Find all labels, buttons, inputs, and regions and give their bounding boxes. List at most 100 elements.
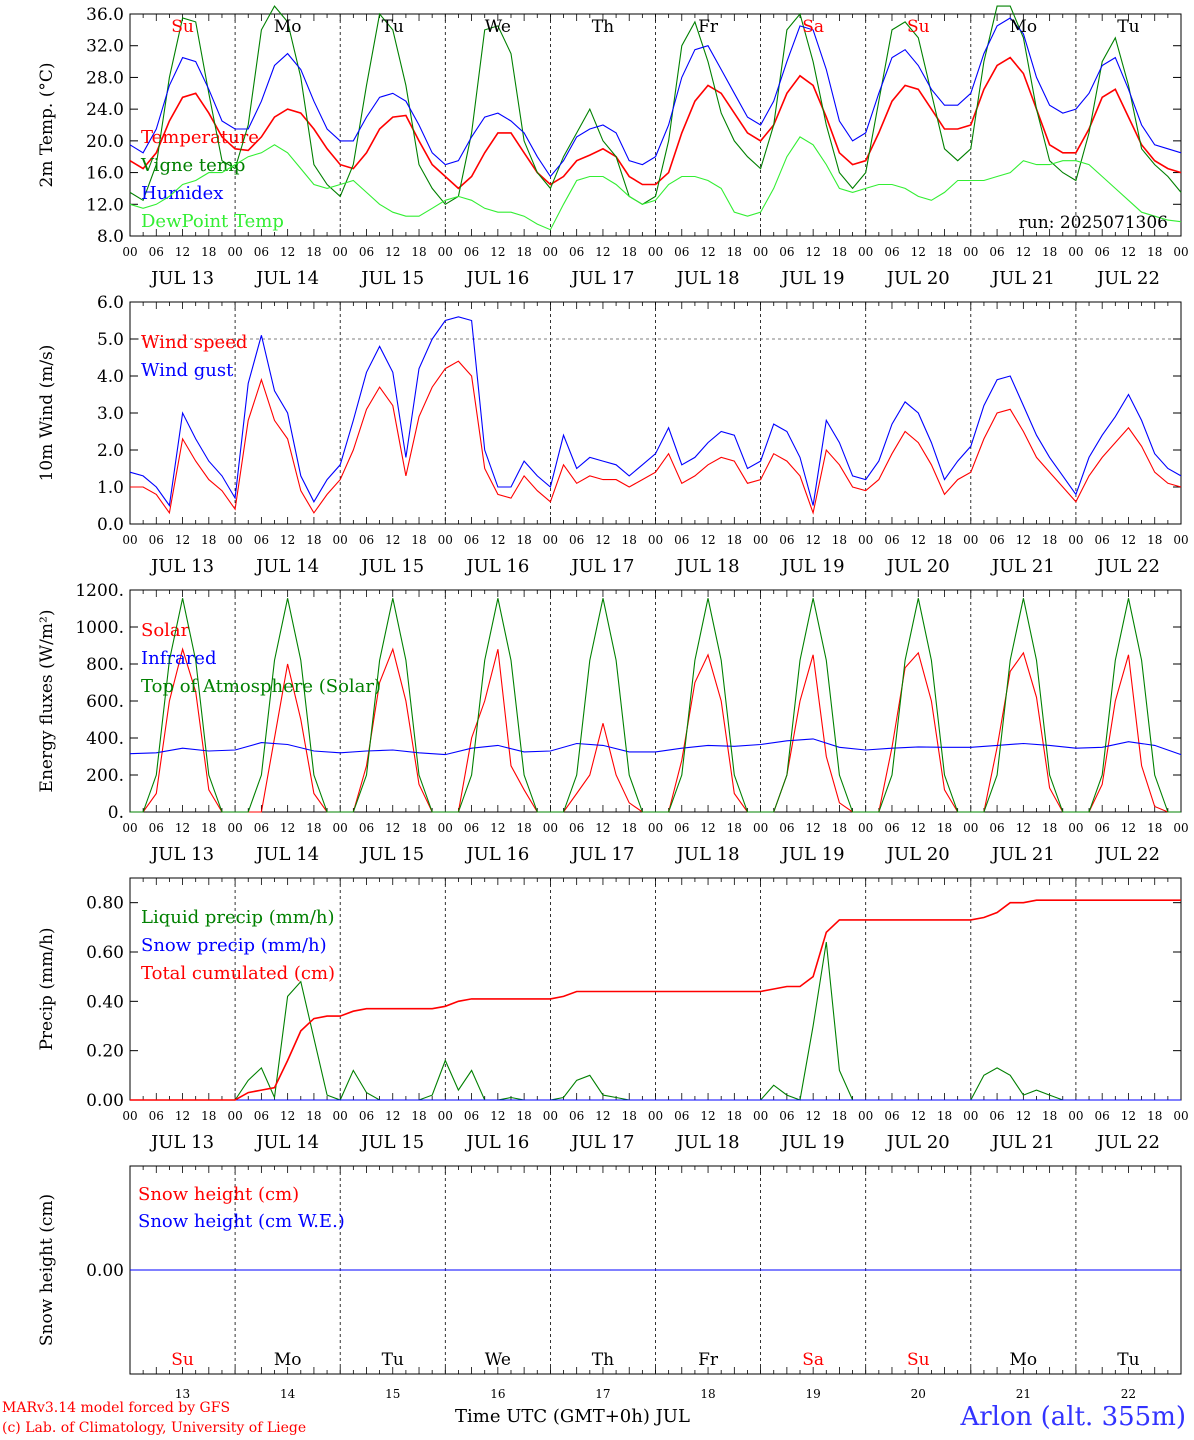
weekday-label: Mo: [274, 1350, 302, 1370]
y-axis-label: Snow height (cm): [37, 1194, 57, 1346]
hour-tick-label: 06: [149, 245, 164, 259]
date-label: JUL 17: [569, 556, 634, 577]
weekday-label: Th: [592, 1350, 614, 1370]
hour-tick-label: 00: [648, 245, 663, 259]
legend-entry: Total cumulated (cm): [141, 963, 335, 984]
day-number-label: 20: [911, 1387, 926, 1401]
hour-tick-label: 12: [806, 245, 821, 259]
series-line-1: [130, 942, 1181, 1101]
date-label: JUL 18: [675, 556, 740, 577]
legend-entry: Wind speed: [141, 332, 247, 353]
hour-tick-label: 06: [464, 533, 479, 547]
hour-tick-label: 06: [254, 533, 269, 547]
hour-tick-label: 00: [1173, 245, 1188, 259]
date-label: JUL 22: [1095, 844, 1160, 865]
hour-tick-label: 18: [306, 1109, 321, 1123]
hour-tick-label: 06: [149, 821, 164, 835]
date-label: JUL 21: [990, 1132, 1055, 1153]
day-number-label: 13: [175, 1387, 190, 1401]
hour-tick-label: 06: [674, 821, 689, 835]
hour-tick-label: 00: [227, 821, 242, 835]
y-tick-label: 200.: [86, 766, 124, 786]
hour-tick-label: 18: [937, 533, 952, 547]
hour-tick-label: 06: [149, 1109, 164, 1123]
hour-tick-label: 18: [306, 821, 321, 835]
weekday-label: Sa: [802, 17, 824, 37]
date-label: JUL 13: [149, 844, 214, 865]
hour-tick-label: 06: [359, 533, 374, 547]
y-tick-label: 8.0: [97, 227, 124, 247]
weekday-label: Su: [171, 1350, 194, 1370]
hour-tick-label: 18: [411, 245, 426, 259]
hour-tick-label: 12: [385, 533, 400, 547]
hour-tick-label: 06: [359, 1109, 374, 1123]
hour-tick-label: 12: [1016, 821, 1031, 835]
hour-tick-label: 06: [464, 1109, 479, 1123]
hour-tick-label: 18: [937, 1109, 952, 1123]
hour-tick-label: 00: [333, 821, 348, 835]
hour-tick-label: 18: [727, 821, 742, 835]
hour-tick-label: 06: [359, 245, 374, 259]
weekday-label: Mo: [274, 17, 302, 37]
date-label: JUL 16: [464, 556, 529, 577]
date-label: JUL 17: [569, 844, 634, 865]
hour-tick-label: 18: [622, 1109, 637, 1123]
date-label: JUL 16: [464, 268, 529, 289]
y-axis-label: Precip (mm/h): [37, 927, 57, 1050]
series-line-3: [129, 17, 1182, 178]
hour-tick-label: 06: [779, 821, 794, 835]
hour-tick-label: 06: [674, 533, 689, 547]
hour-tick-label: 12: [1016, 245, 1031, 259]
series-line-4: [129, 136, 1182, 231]
y-tick-label: 1000.: [75, 618, 124, 638]
date-label: JUL 14: [254, 1132, 319, 1153]
hour-tick-label: 00: [543, 533, 558, 547]
hour-tick-label: 00: [753, 245, 768, 259]
date-label: JUL 13: [149, 1132, 214, 1153]
hour-tick-label: 12: [490, 1109, 505, 1123]
hour-tick-label: 00: [543, 821, 558, 835]
weekday-label: Su: [907, 17, 930, 37]
date-label: JUL 19: [780, 268, 845, 289]
hour-tick-label: 06: [779, 533, 794, 547]
day-number-label: 22: [1121, 1387, 1136, 1401]
hour-tick-label: 18: [516, 821, 531, 835]
date-label: JUL 22: [1095, 268, 1160, 289]
hour-tick-label: 12: [1121, 821, 1136, 835]
hour-tick-label: 18: [1147, 1109, 1162, 1123]
y-tick-label: 2.0: [97, 441, 124, 461]
hour-tick-label: 00: [438, 821, 453, 835]
hour-tick-label: 06: [569, 245, 584, 259]
y-tick-label: 28.0: [86, 68, 124, 88]
hour-tick-label: 00: [648, 821, 663, 835]
series-line-1: [130, 360, 1182, 515]
y-tick-label: 3.0: [97, 404, 124, 424]
y-tick-label: 0.00: [86, 1261, 124, 1281]
hour-tick-label: 18: [201, 821, 216, 835]
day-number-label: 21: [1016, 1387, 1031, 1401]
hour-tick-label: 18: [937, 821, 952, 835]
date-label: JUL 20: [885, 844, 950, 865]
y-tick-label: 800.: [86, 655, 124, 675]
legend-entry: Snow height (cm): [138, 1184, 299, 1205]
hour-tick-label: 00: [438, 1109, 453, 1123]
chart-panel-5: 0.00 Snow height (cm) Snow height (cm) Snow…: [37, 1165, 1182, 1401]
x-axis-title: Time UTC (GMT+0h) JUL: [455, 1406, 690, 1427]
legend-entry: Vigne temp: [140, 155, 245, 176]
series-line-2: [129, 316, 1182, 507]
hour-tick-label: 06: [884, 245, 899, 259]
hour-tick-label: 06: [884, 1109, 899, 1123]
hour-tick-label: 06: [1095, 821, 1110, 835]
y-tick-label: 1200.: [75, 581, 124, 601]
chart-panel-4: 0.00 0.20 0.40 0.60 0.80 Precip (mm/h) Liquid …: [37, 877, 1189, 1153]
hour-tick-label: 00: [543, 245, 558, 259]
hour-tick-label: 00: [227, 533, 242, 547]
hour-tick-label: 12: [385, 245, 400, 259]
hour-tick-label: 00: [963, 245, 978, 259]
y-tick-label: 12.0: [86, 195, 124, 215]
hour-tick-label: 12: [700, 821, 715, 835]
hour-tick-label: 12: [911, 245, 926, 259]
run-label: run: 2025071306: [1019, 213, 1168, 233]
hour-tick-label: 18: [937, 245, 952, 259]
date-label: JUL 20: [885, 1132, 950, 1153]
